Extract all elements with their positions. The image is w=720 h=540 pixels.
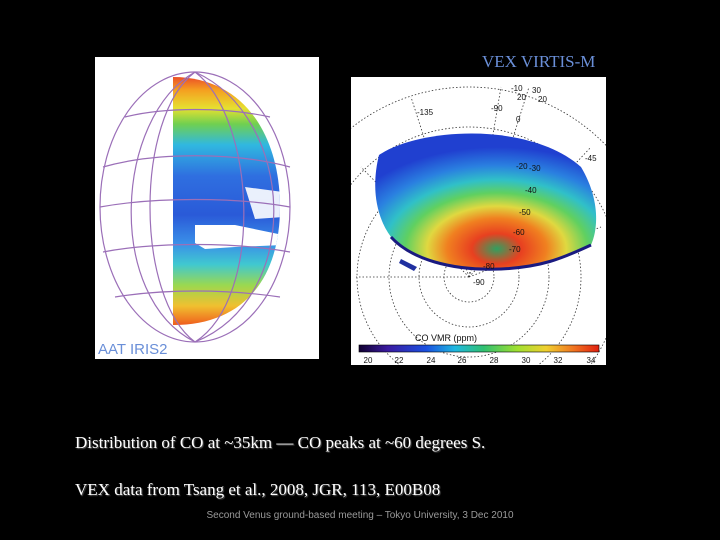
virtis-map-panel: -10 20 0 -20 -30 -40 -50 -60 -70 -80 -90… (351, 77, 606, 365)
lat-label: -80 (483, 262, 495, 271)
globe-gridlines (99, 71, 291, 343)
colorbar (358, 344, 600, 353)
iris2-label: AAT IRIS2 (98, 341, 167, 358)
vex-virtis-label: VEX VIRTIS-M (482, 52, 596, 71)
virtis-co-swath (375, 133, 597, 270)
lat-label: -70 (509, 245, 521, 254)
lon-label: -135 (417, 108, 434, 117)
colorbar-tick: 20 (364, 356, 373, 365)
colorbar-tick: 30 (522, 356, 531, 365)
colorbar-tick: 34 (587, 356, 596, 365)
virtis-co-map: -10 20 0 -20 -30 -40 -50 -60 -70 -80 -90… (351, 84, 606, 365)
caption-data-source: VEX data from Tsang et al., 2008, JGR, 1… (75, 480, 441, 499)
lat-label: -60 (513, 228, 525, 237)
lat-label: -10 (511, 84, 523, 93)
lon-label: 30 (532, 86, 541, 95)
lon-label: -45 (585, 154, 597, 163)
caption-co-distribution: Distribution of CO at ~35km — CO peaks a… (75, 433, 486, 452)
lat-label: -30 (529, 164, 541, 173)
slide-footer: Second Venus ground-based meeting – Toky… (206, 510, 514, 521)
colorbar-tick: 32 (554, 356, 563, 365)
colorbar-tick: 22 (395, 356, 404, 365)
lat-label: -50 (519, 208, 531, 217)
lat-label: -40 (525, 186, 537, 195)
lat-label: -90 (473, 278, 485, 287)
iris2-co-map: AAT IRIS2 (98, 71, 291, 358)
lat-label: 0 (516, 115, 521, 124)
virtis-co-fragment (399, 259, 417, 271)
iris2-map-panel: AAT IRIS2 (95, 57, 319, 359)
colorbar-title: CO VMR (ppm) (415, 333, 477, 343)
lon-label: -90 (491, 104, 503, 113)
lon-label: 20 (538, 95, 547, 104)
lat-label: 20 (517, 93, 526, 102)
lat-label: -20 (516, 162, 528, 171)
colorbar-tick: 26 (458, 356, 467, 365)
colorbar-tick: 28 (490, 356, 499, 365)
colorbar-tick: 24 (427, 356, 436, 365)
